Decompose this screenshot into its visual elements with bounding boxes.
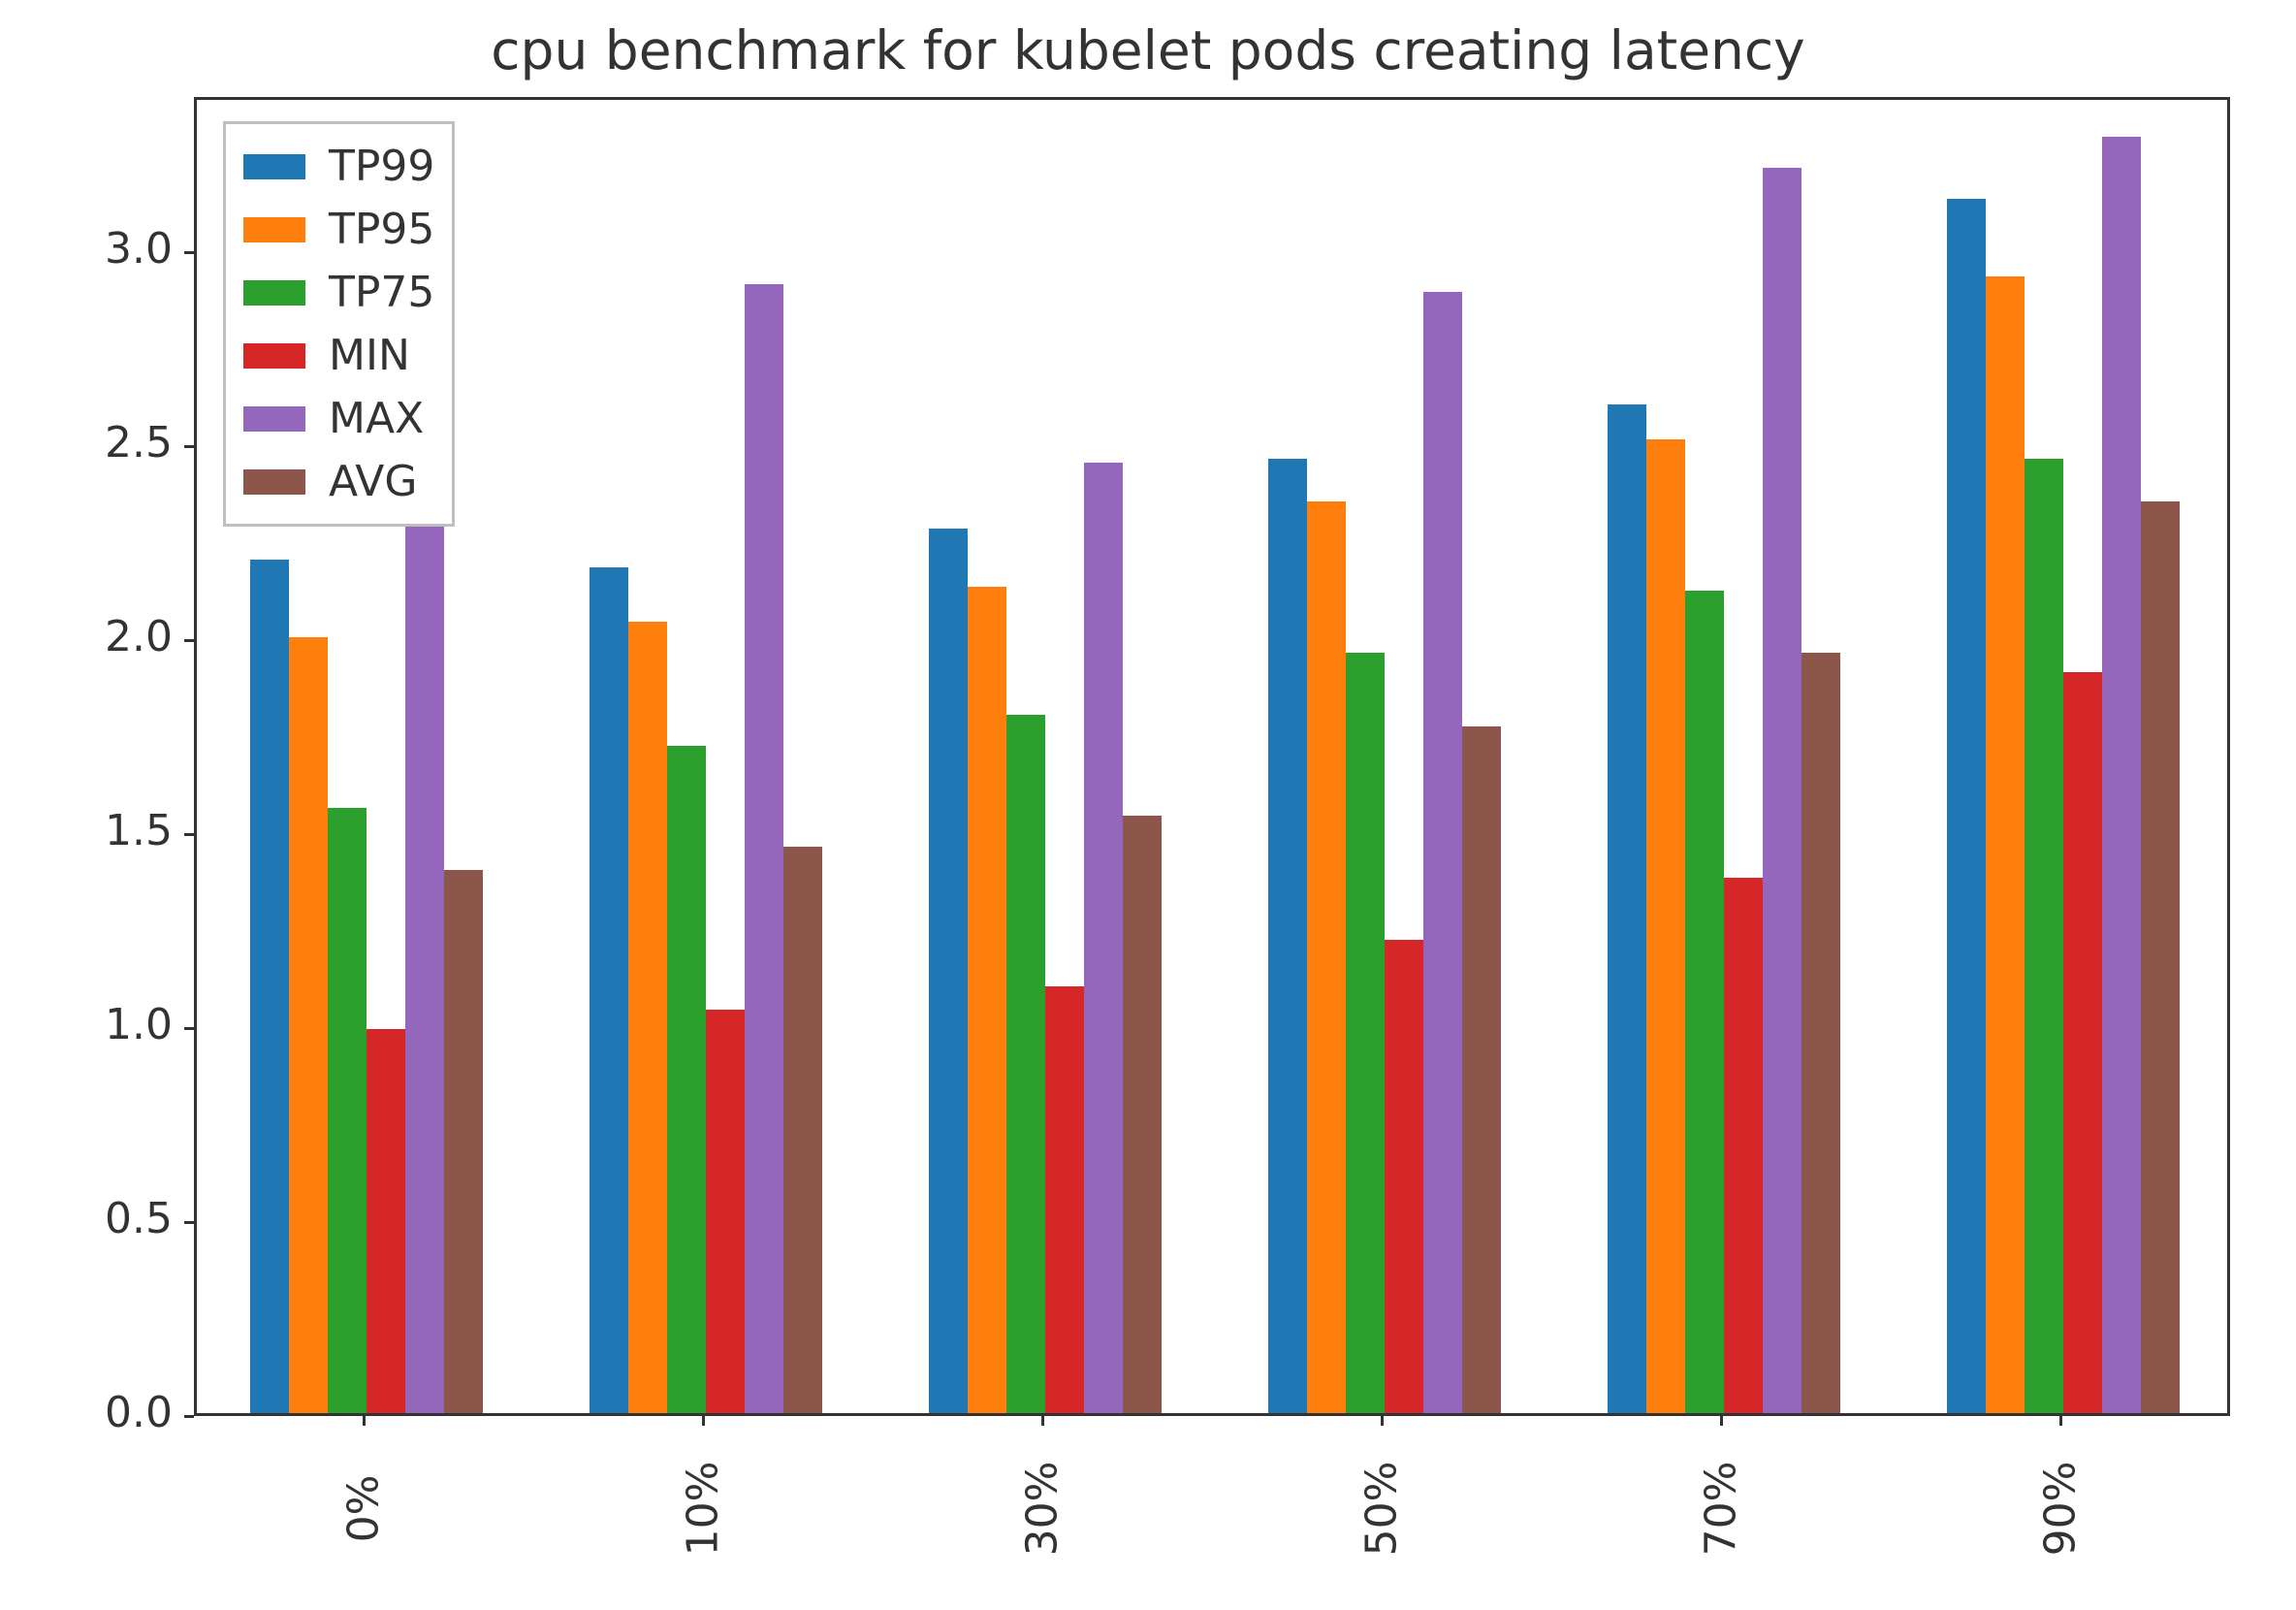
legend-row: MAX	[243, 394, 434, 443]
y-tick-mark	[184, 1415, 194, 1418]
bar-tp95-10%	[628, 622, 667, 1413]
bar-tp99-70%	[1608, 404, 1646, 1413]
bar-tp99-50%	[1268, 459, 1307, 1413]
bar-avg-50%	[1462, 726, 1501, 1413]
bar-tp75-0%	[328, 808, 367, 1413]
bar-max-50%	[1423, 292, 1462, 1413]
bar-tp99-90%	[1947, 199, 1986, 1413]
bar-avg-10%	[783, 847, 822, 1413]
bar-tp75-10%	[667, 746, 706, 1413]
y-tick-mark	[184, 1027, 194, 1030]
bar-max-10%	[745, 284, 783, 1413]
x-tick-mark	[1720, 1416, 1723, 1426]
legend: TP99 TP95 TP75 MIN MAX AVG	[223, 121, 455, 527]
y-tick-label: 2.0	[0, 612, 173, 661]
bar-min-90%	[2063, 672, 2102, 1413]
bar-min-30%	[1045, 986, 1084, 1413]
bar-tp75-30%	[1006, 715, 1045, 1413]
bar-max-90%	[2102, 137, 2141, 1413]
x-tick-mark	[702, 1416, 705, 1426]
x-tick-mark	[1381, 1416, 1384, 1426]
legend-row: TP75	[243, 268, 434, 317]
bar-tp75-50%	[1346, 653, 1385, 1413]
chart-title: cpu benchmark for kubelet pods creating …	[0, 19, 2296, 81]
legend-swatch	[243, 469, 305, 495]
y-tick-mark	[184, 639, 194, 642]
bar-avg-70%	[1802, 653, 1840, 1413]
legend-label: MIN	[329, 331, 410, 380]
y-tick-mark	[184, 833, 194, 836]
bar-tp99-0%	[250, 560, 289, 1413]
bar-tp95-50%	[1307, 501, 1346, 1413]
bar-avg-0%	[444, 870, 483, 1413]
legend-swatch	[243, 154, 305, 179]
bar-tp95-0%	[289, 637, 328, 1413]
x-tick-label: 50%	[1357, 1462, 1407, 1557]
x-tick-label: 70%	[1697, 1462, 1746, 1557]
x-tick-label: 90%	[2036, 1462, 2086, 1557]
bar-min-50%	[1385, 940, 1423, 1413]
y-tick-label: 3.0	[0, 224, 173, 274]
x-tick-mark	[363, 1416, 366, 1426]
bar-tp99-10%	[590, 567, 628, 1413]
y-tick-label: 0.5	[0, 1194, 173, 1243]
bar-min-70%	[1724, 878, 1763, 1413]
legend-swatch	[243, 406, 305, 432]
legend-row: TP99	[243, 142, 434, 191]
bar-avg-30%	[1123, 816, 1162, 1413]
y-tick-label: 0.0	[0, 1388, 173, 1437]
bar-tp75-90%	[2025, 459, 2063, 1413]
y-tick-label: 1.0	[0, 1000, 173, 1049]
bar-tp95-70%	[1646, 439, 1685, 1413]
y-tick-mark	[184, 445, 194, 448]
bar-max-70%	[1763, 168, 1802, 1413]
legend-label: TP95	[329, 205, 434, 254]
legend-row: AVG	[243, 457, 434, 506]
y-tick-label: 1.5	[0, 806, 173, 855]
legend-row: MIN	[243, 331, 434, 380]
bar-tp95-30%	[968, 587, 1006, 1413]
legend-label: TP99	[329, 142, 434, 191]
y-tick-mark	[184, 251, 194, 254]
bar-tp99-30%	[929, 529, 968, 1413]
legend-label: AVG	[329, 457, 417, 506]
legend-row: TP95	[243, 205, 434, 254]
legend-label: MAX	[329, 394, 424, 443]
x-tick-label: 0%	[339, 1475, 389, 1543]
bar-tp95-90%	[1986, 276, 2025, 1413]
x-tick-label: 10%	[679, 1462, 728, 1557]
legend-swatch	[243, 217, 305, 242]
y-tick-label: 2.5	[0, 418, 173, 467]
bar-min-10%	[706, 1010, 745, 1413]
x-tick-mark	[1041, 1416, 1044, 1426]
bar-avg-90%	[2141, 501, 2180, 1413]
bar-tp75-70%	[1685, 591, 1724, 1413]
legend-label: TP75	[329, 268, 434, 317]
plot-area	[194, 97, 2230, 1416]
bar-min-0%	[367, 1029, 405, 1413]
legend-swatch	[243, 280, 305, 306]
chart-container: cpu benchmark for kubelet pods creating …	[0, 0, 2296, 1610]
x-tick-label: 30%	[1018, 1462, 1068, 1557]
bar-max-30%	[1084, 463, 1123, 1413]
y-tick-mark	[184, 1221, 194, 1224]
legend-swatch	[243, 343, 305, 369]
x-tick-mark	[2059, 1416, 2062, 1426]
